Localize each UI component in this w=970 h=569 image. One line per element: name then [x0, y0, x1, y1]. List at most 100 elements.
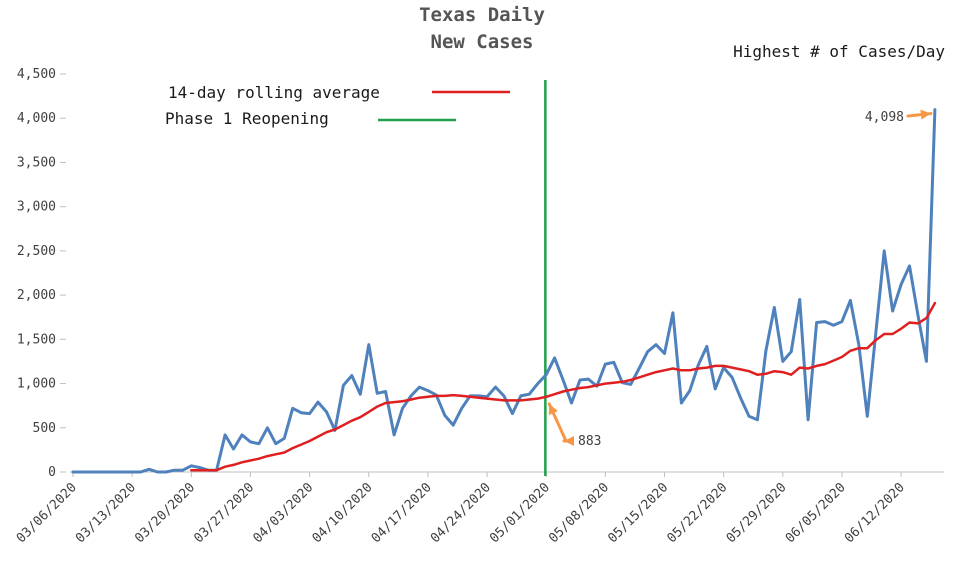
rolling-average-point [562, 390, 565, 393]
rolling-average-point [629, 379, 632, 381]
rolling-average-point [486, 397, 488, 400]
x-tick-label: 05/08/2020 [546, 480, 612, 546]
daily-cases-point [570, 402, 573, 404]
daily-cases-point [900, 283, 903, 286]
x-tick-label: 03/06/2020 [14, 480, 80, 546]
daily-cases-line [71, 108, 937, 474]
rolling-average-point [908, 321, 911, 324]
daily-cases-point [781, 360, 784, 363]
annotations: 883 4,098 [547, 109, 933, 449]
daily-cases-point [131, 471, 134, 473]
daily-cases-point [680, 402, 683, 404]
y-tick-label: 0 [48, 465, 56, 480]
daily-cases-point [604, 363, 607, 366]
rolling-average-point [232, 463, 235, 466]
daily-cases-point [646, 350, 649, 353]
daily-cases-point [249, 440, 252, 443]
rolling-average-point [612, 381, 615, 384]
rolling-average-point [266, 455, 269, 458]
rolling-average-point [545, 395, 548, 398]
legend: 14-day rolling average Phase 1 Reopening [165, 83, 510, 128]
y-tick-label: 3,500 [17, 155, 56, 170]
daily-cases-point [502, 394, 505, 397]
y-tick-label: 2,500 [17, 244, 56, 259]
daily-cases-point [655, 343, 657, 346]
daily-cases-point [139, 471, 142, 473]
rolling-average-point [815, 364, 818, 367]
rolling-average-point [587, 386, 590, 389]
rolling-average-point [410, 398, 412, 401]
daily-cases-point [688, 389, 691, 392]
daily-cases-point [714, 387, 717, 390]
daily-cases-point [274, 442, 277, 445]
y-tick-label: 1,500 [17, 332, 56, 347]
daily-cases-point [579, 379, 581, 381]
chart-title-line-1: Texas Daily [419, 4, 545, 26]
rolling-average-point [739, 368, 742, 371]
daily-cases-point [553, 356, 556, 359]
rolling-average-point [511, 399, 514, 402]
daily-cases-point [857, 343, 860, 346]
daily-cases-point [359, 393, 362, 396]
rolling-average-point [773, 370, 776, 373]
daily-cases-point [874, 333, 877, 335]
rolling-average-point [317, 435, 319, 438]
daily-cases-point [376, 392, 379, 395]
legend-label-rolling-average: 14-day rolling average [168, 83, 380, 102]
daily-cases-point [756, 418, 759, 421]
x-tick-label: 04/10/2020 [310, 480, 376, 546]
rolling-average-point [798, 366, 801, 369]
rolling-average-point [460, 394, 463, 397]
daily-cases-point [587, 378, 590, 381]
rolling-average-point [874, 339, 877, 342]
daily-cases-point [849, 299, 852, 302]
x-tick-label: 04/24/2020 [428, 480, 494, 546]
x-tick-label: 05/22/2020 [665, 480, 731, 546]
rolling-average-point [688, 369, 691, 372]
rolling-average-point [536, 397, 539, 400]
daily-cases-point [342, 384, 345, 387]
rolling-average-point [621, 380, 624, 383]
rolling-average-point [714, 364, 717, 367]
y-tick-label: 500 [33, 421, 56, 436]
rolling-average-point [579, 387, 581, 389]
rolling-average-point [190, 469, 193, 472]
daily-cases-point [72, 471, 74, 473]
x-tick-label: 03/27/2020 [191, 480, 257, 546]
daily-cases-point [815, 321, 818, 324]
daily-cases-point [114, 471, 117, 473]
rolling-average-point [807, 367, 810, 370]
daily-cases-point [519, 394, 522, 397]
daily-cases-point [80, 471, 83, 473]
rolling-average-point [443, 394, 446, 397]
daily-cases-point [384, 390, 387, 393]
daily-cases-point [283, 437, 286, 440]
daily-cases-point [426, 389, 429, 392]
rolling-average-point [359, 416, 362, 419]
rolling-average-point [857, 347, 860, 350]
daily-cases-point [350, 374, 353, 377]
x-tick-label: 06/05/2020 [783, 480, 849, 546]
rolling-average-point [494, 398, 497, 401]
rolling-average-point [257, 457, 260, 460]
daily-cases-point [97, 471, 100, 473]
rolling-average-point [393, 401, 396, 404]
rolling-average-point [705, 366, 708, 369]
daily-cases-point [739, 396, 742, 399]
annotation-883: 883 [578, 434, 601, 449]
rolling-average-point [241, 461, 243, 464]
daily-cases-point [266, 426, 269, 429]
rolling-average-point [900, 327, 903, 330]
x-axis-ticks: 03/06/202003/13/202003/20/202003/27/2020… [14, 472, 908, 546]
daily-cases-point [824, 320, 826, 323]
rolling-average-point [333, 428, 336, 431]
daily-cases-point [629, 383, 632, 386]
rolling-average-point [697, 367, 700, 370]
y-axis-ticks: 0 500 1,000 1,500 2,000 2,500 3,000 3,500 4,000 4… [17, 67, 66, 480]
daily-cases-point [241, 433, 243, 436]
rolling-average-point [384, 402, 387, 404]
daily-cases-point [148, 468, 151, 471]
chart-title: Texas Daily New Cases [419, 4, 545, 53]
rolling-average-point [604, 382, 607, 385]
rolling-average-point [207, 469, 210, 472]
